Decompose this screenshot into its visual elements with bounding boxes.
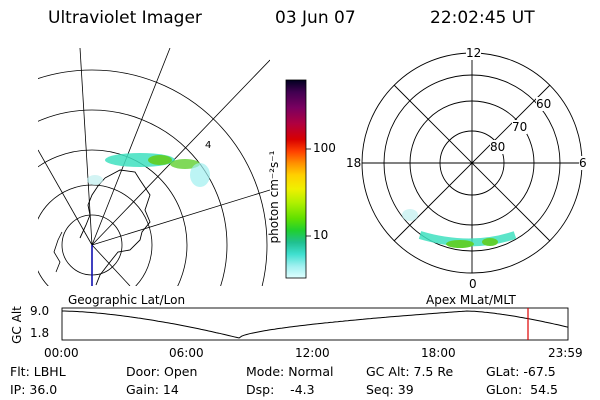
mlt-label-0: 0 bbox=[469, 277, 477, 291]
altitude-curve bbox=[62, 310, 569, 339]
observation-time: 22:02:45 UT bbox=[430, 8, 535, 28]
altitude-ytick-max: 9.0 bbox=[30, 304, 50, 318]
lat-label-80: 80 bbox=[490, 140, 506, 154]
altitude-xtick: 06:00 bbox=[169, 346, 204, 360]
polar-panel-label: Apex MLat/MLT bbox=[426, 293, 516, 307]
lat-label-60: 60 bbox=[536, 97, 552, 111]
lat-label-70: 70 bbox=[512, 120, 528, 134]
info-filter: Flt: LBHL bbox=[10, 364, 66, 379]
instrument-title: Ultraviolet Imager bbox=[48, 8, 202, 28]
meridian-line bbox=[91, 59, 270, 246]
info-door: Door: Open bbox=[126, 364, 198, 379]
meridian-line bbox=[79, 48, 93, 246]
colorbar-gradient bbox=[285, 79, 307, 279]
aurora-emission bbox=[170, 159, 200, 169]
altitude-xtick: 00:00 bbox=[44, 346, 79, 360]
aurora-emission bbox=[148, 155, 172, 165]
aurora-emission bbox=[446, 240, 474, 248]
altitude-plot-frame bbox=[61, 307, 569, 341]
info-mode: Mode: Normal bbox=[246, 364, 334, 379]
aurora-emission bbox=[402, 209, 418, 221]
info-gain: Gain: 14 bbox=[126, 382, 179, 397]
colorbar-tick-100: 100 bbox=[313, 141, 336, 155]
altitude-xtick: 23:59 bbox=[548, 346, 583, 360]
coastline bbox=[79, 169, 151, 286]
aurora-emission bbox=[482, 238, 498, 246]
meridian-line bbox=[38, 149, 93, 246]
aurora-emission bbox=[87, 175, 103, 185]
info-ip: IP: 36.0 bbox=[10, 382, 58, 397]
mlt-label-18: 18 bbox=[346, 156, 362, 170]
observation-date: 03 Jun 07 bbox=[275, 8, 356, 28]
mlt-label-6: 6 bbox=[579, 156, 587, 170]
info-glat: GLat: -67.5 bbox=[486, 364, 556, 379]
altitude-ytick-min: 1.8 bbox=[30, 326, 50, 340]
mlt-label-12: 12 bbox=[466, 46, 482, 60]
info-gc-alt: GC Alt: 7.5 Re bbox=[366, 364, 454, 379]
lat-circle bbox=[38, 149, 188, 286]
info-glon: GLon: 54.5 bbox=[486, 382, 558, 397]
lat-circle bbox=[38, 69, 268, 286]
meridian-line bbox=[91, 189, 270, 246]
map-label: 4 bbox=[205, 140, 211, 151]
altitude-xtick: 12:00 bbox=[295, 346, 330, 360]
altitude-xtick: 18:00 bbox=[421, 346, 456, 360]
meridian-line bbox=[91, 244, 131, 286]
info-dsp: Dsp: -4.3 bbox=[246, 382, 315, 397]
coastline bbox=[53, 231, 63, 273]
lat-circle bbox=[38, 184, 153, 286]
colorbar-tick-10: 10 bbox=[313, 228, 329, 242]
geo-panel-label: Geographic Lat/Lon bbox=[68, 293, 186, 307]
lat-circle bbox=[38, 109, 228, 286]
meridian-line bbox=[91, 48, 171, 246]
aurora-emission bbox=[190, 163, 210, 187]
info-seq: Seq: 39 bbox=[366, 382, 414, 397]
